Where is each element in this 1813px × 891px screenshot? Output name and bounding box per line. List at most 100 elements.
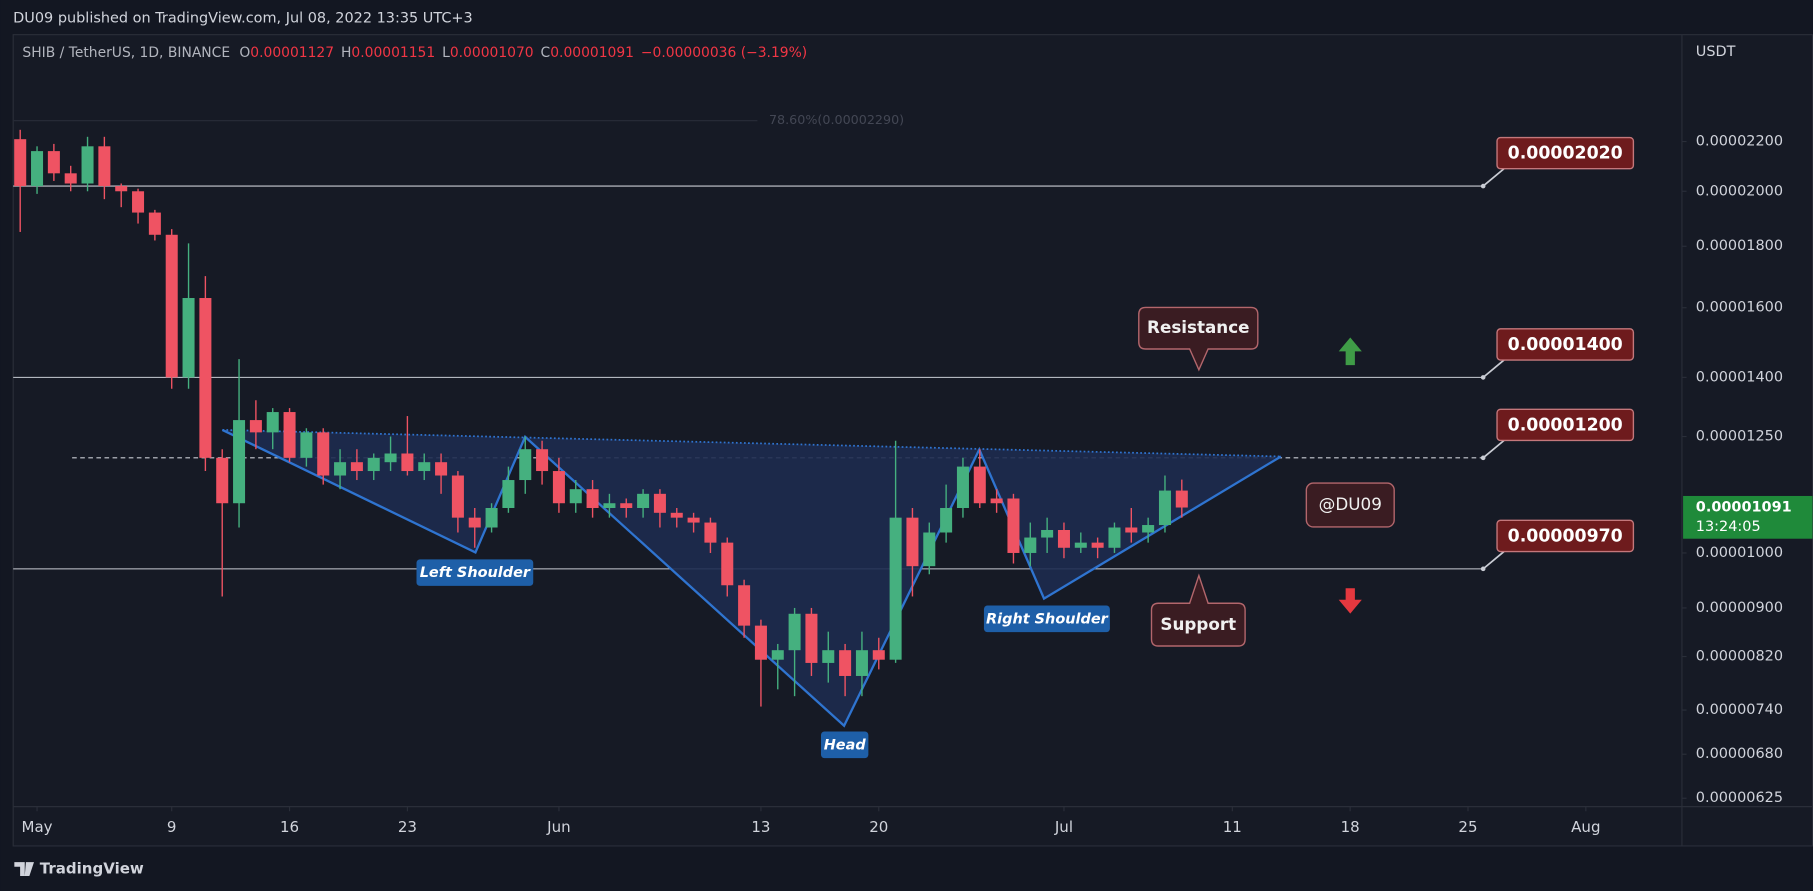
candle-body — [822, 650, 835, 663]
candle-body — [973, 466, 986, 504]
tag-box — [820, 731, 869, 759]
level-pointer — [1482, 359, 1505, 379]
x-tick-label: Aug — [1571, 818, 1600, 836]
tag-box — [983, 605, 1110, 633]
level-pointer — [1482, 168, 1505, 187]
brand: TradingView — [40, 860, 144, 878]
candle-body — [569, 489, 582, 504]
level-label: 0.00001400 — [1508, 335, 1623, 355]
callout-label: Resistance — [1147, 317, 1249, 337]
candle-body — [923, 532, 936, 567]
candle-body — [485, 507, 498, 528]
countdown-label: 13:24:05 — [1696, 519, 1761, 535]
publish-line: DU09 published on TradingView.com, Jul 0… — [13, 10, 473, 26]
up-arrow — [1338, 337, 1362, 366]
x-tick-label: May — [22, 818, 53, 836]
field-value: 0.00001091 — [550, 45, 634, 61]
x-tick-label: 13 — [751, 818, 770, 836]
candle-body — [586, 489, 599, 508]
level-label: 0.00002020 — [1508, 144, 1623, 164]
level-anchor — [1480, 183, 1486, 189]
candle-body — [132, 191, 145, 213]
candle-body — [956, 466, 969, 508]
candle-body — [906, 517, 919, 567]
candle-body — [266, 412, 279, 433]
x-tick-label: 11 — [1223, 818, 1242, 836]
right-shoulder-tag: Right Shoulder — [983, 605, 1110, 633]
callout-label: @DU09 — [1319, 494, 1382, 514]
candle-body — [889, 517, 902, 660]
x-tick-label: Jul — [1054, 818, 1073, 836]
foreground-layer: 0.00002200 0.00002000 0.00001800 0.00001600… — [22, 134, 1813, 836]
x-tick-label: 25 — [1458, 818, 1477, 836]
level-box — [1496, 328, 1635, 361]
down-arrow — [1338, 588, 1362, 614]
y-tick-label: 0.00000680 — [1696, 746, 1783, 762]
candle-body — [350, 462, 363, 472]
level-box — [1496, 519, 1635, 553]
candle-body — [1057, 529, 1070, 548]
candle-body — [1175, 490, 1188, 508]
resistance-callout: Resistance — [1138, 306, 1259, 372]
candle-body — [620, 503, 633, 508]
candle-body — [872, 650, 885, 660]
field-key: H — [341, 45, 351, 61]
candle-body — [165, 234, 178, 378]
level-anchor — [1480, 375, 1486, 380]
candle-body — [64, 173, 77, 184]
candle-body — [367, 457, 380, 472]
candle-body — [839, 650, 852, 676]
last-price-box — [1683, 495, 1813, 539]
candle-body — [990, 498, 1003, 504]
candle-body — [1091, 542, 1104, 548]
level-box — [1496, 408, 1635, 442]
candle-body — [704, 522, 717, 543]
level-anchor — [1480, 566, 1486, 572]
fib-label: 78.60%(0.00002290) — [769, 112, 904, 127]
y-tick-label: 0.00002200 — [1696, 134, 1783, 150]
candle-body — [1024, 537, 1037, 553]
change: −0.00000036 (−3.19%) — [641, 45, 807, 61]
candle-body — [233, 420, 246, 504]
callout-box — [1150, 573, 1246, 647]
candle-body — [1007, 498, 1020, 553]
y-tick-label: 0.00002000 — [1696, 183, 1783, 199]
tag-label: Left Shoulder — [420, 565, 531, 581]
y-tick-label: 0.00001000 — [1696, 545, 1783, 561]
symbol: SHIB / TetherUS, 1D, BINANCE — [22, 45, 230, 61]
candle-body — [451, 475, 464, 518]
y-tick-label: 0.00001250 — [1696, 429, 1783, 445]
candle-body — [670, 512, 683, 518]
tag-label: Head — [824, 737, 867, 753]
candle-body — [317, 432, 330, 476]
level-pointer — [1482, 439, 1505, 459]
candle-body — [1142, 525, 1155, 533]
field-value: 0.00001070 — [450, 45, 534, 61]
candle-body — [47, 151, 60, 174]
field-value: 0.00001151 — [351, 45, 435, 61]
candle-body — [182, 298, 195, 378]
candle-body — [653, 493, 666, 513]
candles — [14, 129, 1188, 707]
candle-body — [1125, 527, 1138, 533]
candle-body — [216, 457, 229, 504]
field-key: O — [239, 45, 250, 61]
candle-body — [502, 480, 515, 508]
y-tick-label: 0.00001800 — [1696, 238, 1783, 254]
candle-body — [1108, 527, 1121, 548]
candle-body — [603, 503, 616, 508]
pattern-outline — [221, 428, 1282, 728]
candle-body — [468, 517, 481, 528]
candle-body — [14, 139, 27, 187]
candle-body — [81, 146, 94, 184]
last-price-label: 0.00001091 — [1696, 500, 1792, 516]
y-tick-label: 0.00001600 — [1696, 300, 1783, 316]
y-tick-label: 0.00001400 — [1696, 369, 1783, 385]
callout-box — [1138, 306, 1259, 372]
candle-body — [805, 613, 818, 663]
candle-body — [283, 412, 296, 458]
candle-body — [754, 625, 767, 660]
candle-body — [771, 650, 784, 660]
candle-body — [418, 462, 431, 472]
